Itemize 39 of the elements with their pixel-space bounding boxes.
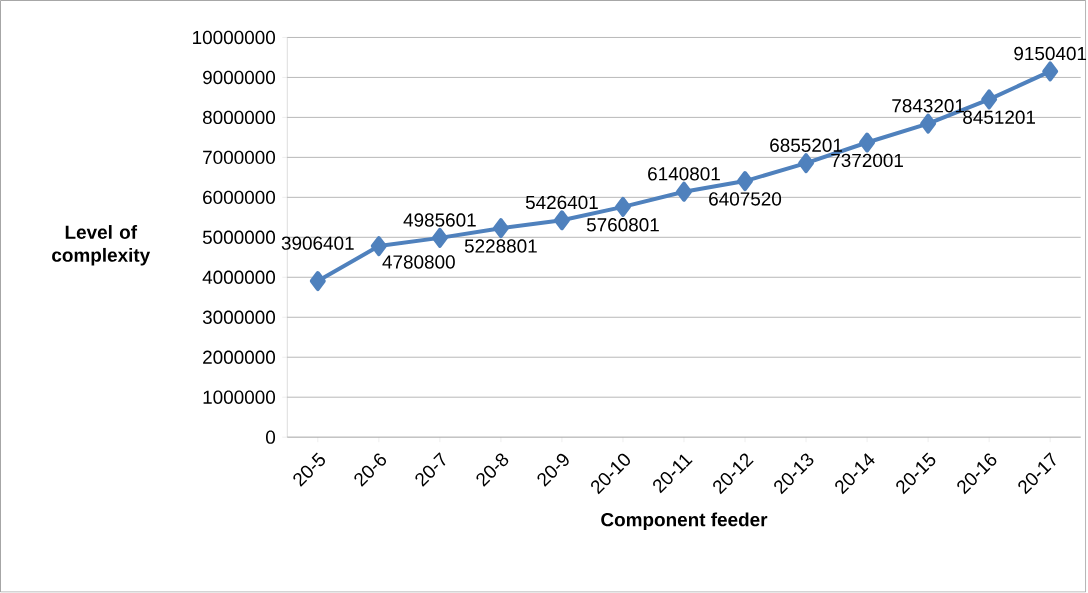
- point: [614, 197, 631, 218]
- point: [737, 171, 754, 192]
- point: [920, 113, 937, 134]
- data-label: 6140801: [648, 167, 720, 181]
- data-label: 6855201: [770, 138, 842, 153]
- y-tick-label: 7000000: [203, 150, 276, 165]
- y-tick-label: 3000000: [202, 310, 276, 325]
- data-label: 4780800: [382, 255, 455, 269]
- point: [981, 89, 998, 110]
- point: [798, 153, 815, 174]
- point: [309, 271, 326, 292]
- data-label: 3906401: [281, 236, 354, 251]
- y-tick-label: 6000000: [203, 190, 276, 205]
- y-tick-label: 1000000: [203, 390, 276, 405]
- data-label: 7372001: [831, 153, 903, 168]
- y-tick-label: 5000000: [202, 230, 276, 245]
- y-tick-label: 10000000: [193, 30, 276, 45]
- y-tick-label: 0: [266, 430, 276, 445]
- data-label: 5228801: [464, 239, 537, 253]
- point: [676, 181, 692, 202]
- data-label: 7843201: [892, 99, 964, 113]
- point: [492, 218, 509, 239]
- data-label: 6407520: [709, 192, 782, 206]
- data-label: 4985601: [403, 213, 476, 227]
- data-label: 8451201: [963, 110, 1036, 125]
- point: [553, 210, 570, 231]
- data-label: 5426401: [525, 195, 598, 210]
- y-axis-title: Level of complexity: [52, 225, 151, 266]
- data-label: 9150401: [1014, 47, 1087, 61]
- x-axis-title: Component feeder: [601, 512, 768, 531]
- y-tick-label: 8000000: [202, 110, 276, 125]
- point: [370, 236, 387, 257]
- point: [859, 132, 876, 153]
- y-tick-label: 4000000: [202, 270, 276, 285]
- y-tick-label: 9000000: [203, 70, 276, 85]
- point: [431, 228, 448, 249]
- data-label: 5760801: [586, 218, 659, 232]
- point: [1042, 61, 1059, 82]
- y-tick-label: 2000000: [203, 350, 276, 365]
